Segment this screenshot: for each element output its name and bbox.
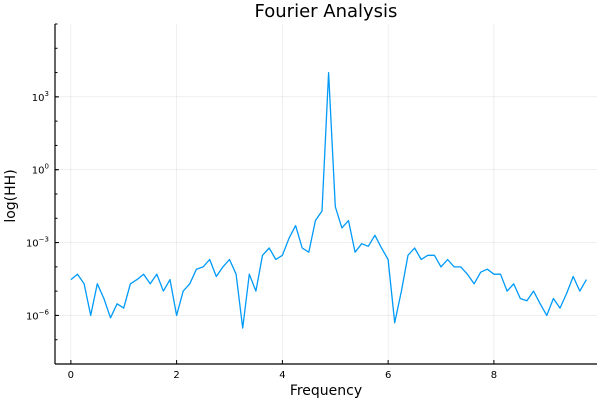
chart-title: Fourier Analysis: [255, 1, 398, 22]
x-tick-label: 6: [385, 370, 391, 381]
tick-labels: 0 2 4 6 8 10−6 10−3 100 103: [26, 90, 497, 381]
series-line: [70, 71, 587, 329]
series: [70, 71, 587, 329]
y-axis-label: log(HH): [3, 169, 19, 222]
y-tick-label: 103: [32, 90, 49, 104]
grid: [55, 24, 597, 364]
y-tick-label: 10−3: [26, 236, 49, 250]
x-tick-label: 4: [279, 370, 285, 381]
x-tick-label: 2: [173, 370, 179, 381]
x-tick-label: 0: [68, 370, 74, 381]
y-tick-label: 10−6: [26, 308, 50, 322]
x-tick-label: 8: [491, 370, 497, 381]
x-axis-label: Frequency: [290, 383, 362, 399]
axes: [54, 23, 597, 365]
y-tick-label: 100: [32, 163, 49, 177]
